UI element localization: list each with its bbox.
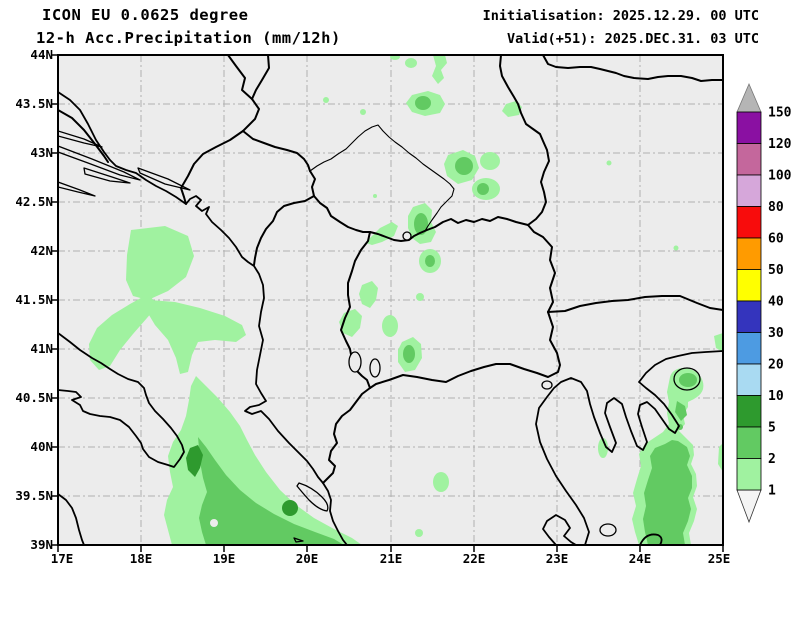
lat-label: 43.5N: [15, 96, 53, 111]
colorbar-label: 100: [768, 169, 792, 184]
lat-label: 42.5N: [15, 194, 53, 209]
country-borders: [58, 55, 723, 484]
lon-label: 18E: [130, 551, 153, 566]
lat-label: 40.5N: [15, 390, 53, 405]
lat-label: 42N: [30, 243, 53, 258]
lat-label: 39N: [30, 537, 53, 552]
colorbar-label: 80: [768, 200, 784, 215]
colorbar-segment: [736, 206, 762, 239]
lon-label: 25E: [708, 551, 731, 566]
lat-label: 41N: [30, 341, 53, 356]
lat-label: 43N: [30, 145, 53, 160]
precip-medium-layer: [198, 96, 697, 545]
colorbar-labels: 150 120 100 80 60 50 40 30 20 10 5 2 1: [768, 106, 792, 499]
colorbar-segment: [736, 426, 762, 459]
precip-hole: [210, 519, 218, 527]
gridlines: [58, 55, 723, 545]
colorbar-label: 5: [768, 421, 776, 436]
colorbar-segment: [736, 174, 762, 207]
colorbar-label: 20: [768, 358, 784, 373]
header: ICON EU 0.0625 degree 12-h Acc.Precipita…: [36, 6, 759, 47]
colorbar-label: 30: [768, 326, 784, 341]
colorbar-over-arrow: [736, 82, 762, 113]
lat-label: 41.5N: [15, 292, 53, 307]
colorbar-segment: [736, 458, 762, 491]
lat-axis-labels: 44N 43.5N 43N 42.5N 42N 41.5N 41N 40.5N …: [15, 47, 53, 552]
islands: [58, 130, 701, 543]
lat-label: 44N: [30, 47, 53, 62]
colorbar-under-arrow: [736, 489, 762, 524]
colorbar-segment: [736, 237, 762, 270]
colorbar-segments: [736, 111, 762, 491]
colorbar-segment: [736, 300, 762, 333]
product-title: 12-h Acc.Precipitation (mm/12h): [36, 29, 341, 47]
colorbar-label: 10: [768, 389, 784, 404]
lakes: [348, 351, 553, 390]
model-title: ICON EU 0.0625 degree: [42, 6, 248, 24]
colorbar-label: 40: [768, 295, 784, 310]
lon-axis-labels: 17E 18E 19E 20E 21E 22E 23E 24E 25E: [51, 551, 731, 566]
colorbar-segment: [736, 332, 762, 365]
lon-label: 17E: [51, 551, 74, 566]
colorbar-label: 150: [768, 106, 792, 121]
lon-label: 23E: [546, 551, 569, 566]
lat-label: 39.5N: [15, 488, 53, 503]
lon-label: 20E: [296, 551, 319, 566]
kosovo-boundary: [309, 124, 455, 232]
colorbar-label: 60: [768, 232, 784, 247]
lon-label: 22E: [463, 551, 486, 566]
colorbar-label: 50: [768, 263, 784, 278]
lon-label: 19E: [213, 551, 236, 566]
init-time: Initialisation: 2025.12.29. 00 UTC: [483, 8, 759, 24]
lon-label: 21E: [380, 551, 403, 566]
precip-dark-layer: [186, 445, 298, 516]
colorbar-segment: [736, 269, 762, 302]
valid-time: Valid(+51): 2025.DEC.31. 03 UTC: [507, 31, 759, 47]
coastlines: [58, 91, 723, 545]
colorbar-segment: [736, 143, 762, 176]
colorbar-label: 1: [768, 484, 776, 499]
axis-ticks: [51, 54, 724, 552]
colorbar: 150 120 100 80 60 50 40 30 20 10 5 2 1: [736, 82, 792, 524]
small-lake-dot: [402, 231, 412, 241]
lon-label: 24E: [629, 551, 652, 566]
colorbar-segment: [736, 111, 762, 144]
colorbar-segment: [736, 395, 762, 428]
colorbar-segment: [736, 363, 762, 396]
colorbar-label: 2: [768, 452, 776, 467]
colorbar-label: 120: [768, 137, 792, 152]
lat-label: 40N: [30, 439, 53, 454]
